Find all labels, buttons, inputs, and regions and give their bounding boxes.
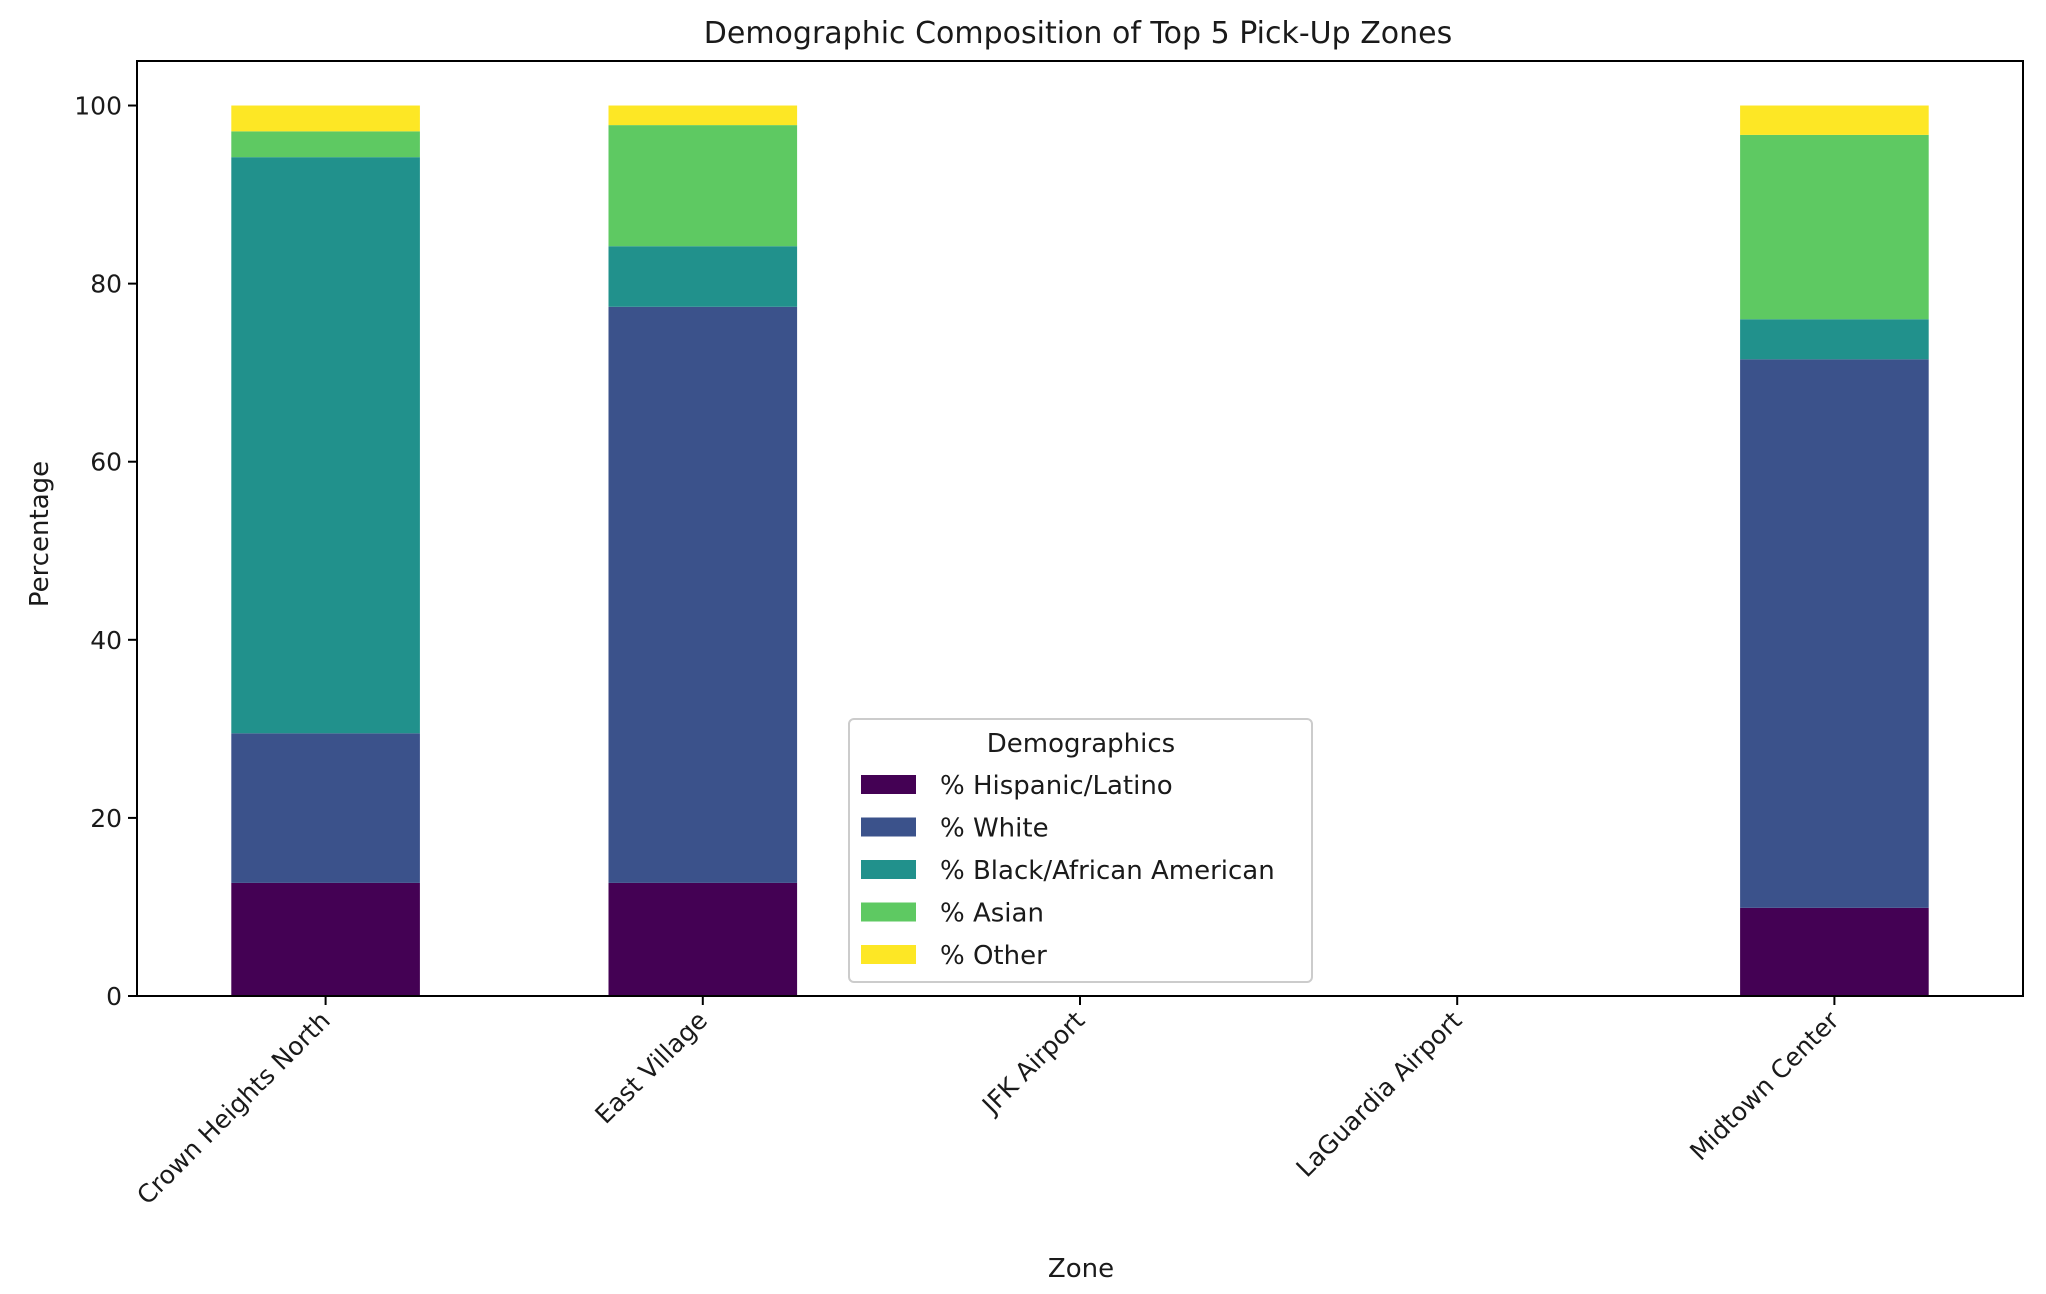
- bars-layer: [231, 105, 1929, 996]
- y-tick-label: 100: [74, 92, 122, 121]
- bar-segment-east-village-hispanic-latino: [608, 882, 798, 996]
- bar-segment-midtown-center-white: [1740, 359, 1929, 908]
- chart-title: Demographic Composition of Top 5 Pick-Up…: [704, 16, 1452, 51]
- bar-segment-east-village-asian: [608, 125, 798, 247]
- legend-label-other: % Other: [940, 941, 1047, 971]
- bar-segment-crown-heights-north-hispanic-latino: [231, 882, 420, 996]
- bar-segment-crown-heights-north-asian: [231, 131, 420, 158]
- bar-segment-midtown-center-other: [1740, 105, 1929, 135]
- y-tick-label: 40: [90, 626, 122, 655]
- bar-segment-east-village-white: [608, 306, 798, 883]
- y-axis-label: Percentage: [25, 461, 55, 607]
- legend-swatch-other: [861, 945, 916, 964]
- legend: Demographics % Hispanic/Latino % White % B…: [848, 718, 1313, 983]
- legend-title: Demographics: [987, 729, 1175, 759]
- bar-segment-east-village-other: [608, 105, 798, 126]
- y-tick-label: 60: [90, 448, 122, 477]
- legend-swatch-hispanic-latino: [861, 775, 916, 794]
- y-tick-label: 80: [90, 270, 122, 299]
- bar-segment-midtown-center-hispanic-latino: [1740, 907, 1929, 996]
- bar-segment-midtown-center-asian: [1740, 134, 1929, 320]
- legend-label-white: % White: [940, 814, 1049, 844]
- legend-label-hispanic-latino: % Hispanic/Latino: [940, 771, 1173, 801]
- legend-entries: % Hispanic/Latino % White % Black/African …: [861, 771, 1275, 971]
- y-tick-label: 20: [90, 804, 122, 833]
- bar-segment-crown-heights-north-other: [231, 105, 420, 132]
- legend-swatch-asian: [861, 902, 916, 922]
- y-tick-label: 0: [106, 982, 122, 1011]
- legend-swatch-white: [861, 817, 916, 837]
- y-axis: 0 20 40 60 80 100: [74, 92, 137, 1011]
- bar-segment-midtown-center-black-african-american: [1740, 319, 1929, 360]
- legend-label-black-african-american: % Black/African American: [940, 856, 1275, 886]
- legend-label-asian: % Asian: [940, 899, 1044, 929]
- x-axis-label: Zone: [1048, 1254, 1114, 1284]
- bar-segment-crown-heights-north-white: [231, 733, 420, 883]
- legend-frame: [848, 718, 1313, 983]
- bar-segment-east-village-black-african-american: [608, 246, 798, 307]
- bar-segment-crown-heights-north-black-african-american: [231, 157, 420, 734]
- legend-swatch-black-african-american: [861, 860, 916, 879]
